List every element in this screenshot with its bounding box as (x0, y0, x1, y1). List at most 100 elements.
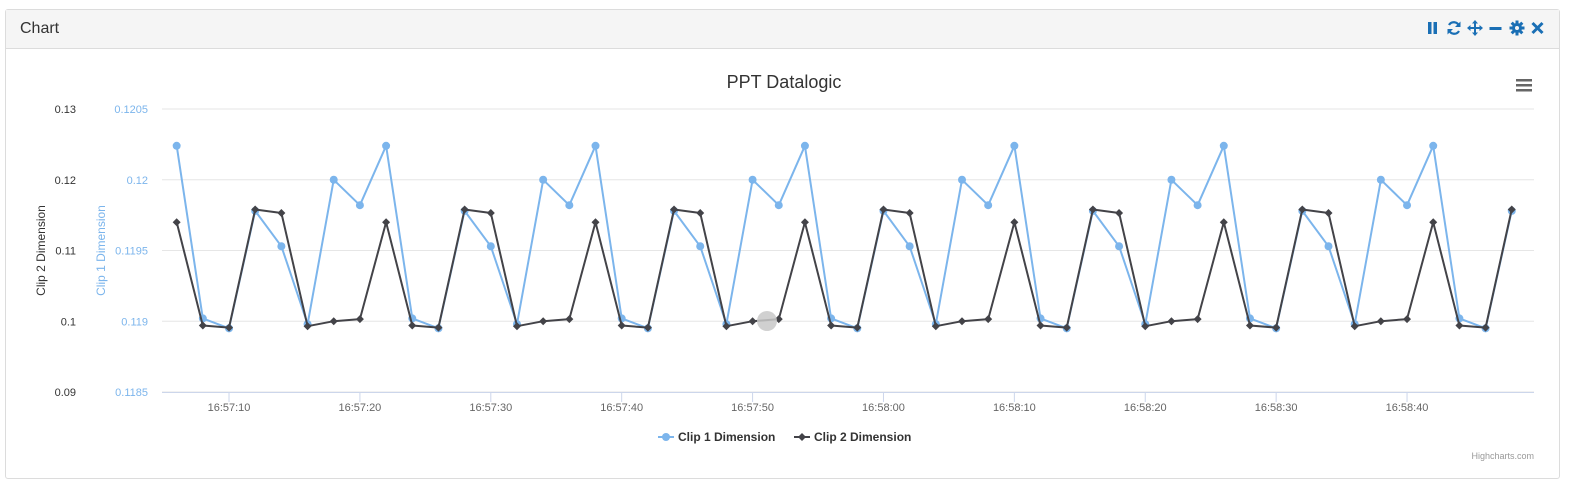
clip-2-dimension-point[interactable] (931, 322, 940, 331)
clip-1-dimension-point[interactable] (984, 201, 993, 210)
clip-2-dimension-point[interactable] (1324, 209, 1333, 218)
clip-1-dimension-point[interactable] (172, 141, 181, 150)
clip-2-dimension-point[interactable] (670, 205, 679, 214)
clip-2-dimension-point[interactable] (1481, 323, 1490, 332)
clip-2-dimension-point[interactable] (1298, 205, 1307, 214)
clip-2-dimension-point[interactable] (1036, 321, 1045, 330)
clip-2-dimension-point[interactable] (1141, 322, 1150, 331)
clip-2-dimension-point[interactable] (827, 321, 836, 330)
clip-2-dimension-point[interactable] (722, 322, 731, 331)
legend-clip-2-dimension-label[interactable]: Clip 2 Dimension (814, 430, 911, 444)
x-axis-tick-label: 16:58:30 (1255, 402, 1298, 414)
clip-2-dimension-point[interactable] (329, 317, 338, 326)
clip-1-dimension-point[interactable] (486, 242, 495, 251)
clip-2-dimension-point[interactable] (277, 209, 286, 218)
clip-2-dimension-point[interactable] (905, 209, 914, 218)
clip-2-dimension-point[interactable] (1088, 205, 1097, 214)
clip-1-dimension-point[interactable] (539, 175, 548, 184)
clip-1-dimension-point[interactable] (565, 201, 574, 210)
clip-2-dimension-point[interactable] (696, 209, 705, 218)
clip-2-dimension-point[interactable] (643, 323, 652, 332)
clip-1-dimension-point[interactable] (1219, 141, 1228, 150)
x-axis-tick-label: 16:57:40 (600, 402, 643, 414)
clip-2-dimension-point[interactable] (1219, 218, 1228, 227)
legend[interactable]: Clip 1 Dimension Clip 2 Dimension (658, 430, 911, 444)
legend-clip-1-dimension-label[interactable]: Clip 1 Dimension (678, 430, 775, 444)
clip-1-dimension-point[interactable] (1429, 141, 1438, 150)
y-axis-left-tick-label: 0.13 (55, 104, 76, 116)
clip-1-dimension-point[interactable] (355, 201, 364, 210)
clip-2-dimension-point[interactable] (853, 323, 862, 332)
clip-2-dimension-point[interactable] (355, 315, 364, 324)
clip-2-dimension-point[interactable] (1193, 315, 1202, 324)
close-icon[interactable] (1530, 20, 1545, 36)
clip-2-dimension-point[interactable] (1403, 315, 1412, 324)
clip-2-dimension-point[interactable] (1245, 321, 1254, 330)
legend-clip-2-dimension-marker[interactable] (798, 433, 806, 441)
gear-icon[interactable] (1509, 20, 1525, 36)
y-axis-right-tick-label: 0.1205 (114, 104, 148, 116)
clip-2-dimension-point[interactable] (1429, 218, 1438, 227)
clip-2-dimension-point[interactable] (434, 323, 443, 332)
clip-2-dimension-point[interactable] (958, 317, 967, 326)
chart-menu-button[interactable] (1516, 79, 1532, 92)
clip-1-dimension-point[interactable] (748, 175, 757, 184)
y-axis-left-tick-label: 0.12 (55, 175, 76, 187)
clip-2-dimension-point[interactable] (1455, 321, 1464, 330)
move-icon[interactable] (1467, 20, 1483, 36)
legend-clip-1-dimension-marker[interactable] (662, 433, 670, 441)
clip-2-dimension-point[interactable] (1167, 317, 1176, 326)
clip-2-dimension-point[interactable] (382, 218, 391, 227)
clip-2-dimension-point[interactable] (460, 205, 469, 214)
clip-1-dimension-point[interactable] (1010, 141, 1019, 150)
clip-2-dimension-point[interactable] (225, 323, 234, 332)
clip-2-dimension-point[interactable] (800, 218, 809, 227)
clip-2-dimension-point[interactable] (1115, 209, 1124, 218)
clip-2-dimension-point[interactable] (591, 218, 600, 227)
clip-2-dimension-point[interactable] (486, 209, 495, 218)
clip-1-dimension-point[interactable] (696, 242, 705, 251)
clip-2-dimension-point[interactable] (1062, 323, 1071, 332)
x-axis-tick-label: 16:57:10 (208, 402, 251, 414)
credits-link[interactable]: Highcharts.com (1471, 451, 1534, 461)
clip-1-dimension-point[interactable] (774, 201, 783, 210)
clip-2-dimension-point[interactable] (408, 321, 417, 330)
clip-2-dimension-point[interactable] (251, 205, 260, 214)
clip-1-dimension-point[interactable] (591, 141, 600, 150)
clip-2-dimension-point[interactable] (748, 317, 757, 326)
clip-2-dimension-point[interactable] (1272, 323, 1281, 332)
y-axis-left-title: Clip 2 Dimension (34, 205, 48, 296)
minimize-icon[interactable] (1488, 20, 1503, 36)
clip-2-dimension-point[interactable] (1010, 218, 1019, 227)
clip-1-dimension-point[interactable] (1403, 201, 1412, 210)
clip-2-dimension-point[interactable] (1376, 317, 1385, 326)
clip-1-dimension-point[interactable] (329, 175, 338, 184)
clip-1-dimension-point[interactable] (1193, 201, 1202, 210)
clip-2-dimension-point[interactable] (617, 321, 626, 330)
x-axis-tick-label: 16:58:00 (862, 402, 905, 414)
clip-2-dimension-point[interactable] (879, 205, 888, 214)
clip-2-dimension-point[interactable] (512, 322, 521, 331)
refresh-icon[interactable] (1446, 20, 1461, 36)
clip-1-dimension-point[interactable] (1376, 175, 1385, 184)
clip-1-dimension-point[interactable] (800, 141, 809, 150)
x-axis-tick-label: 16:58:40 (1386, 402, 1429, 414)
clip-1-dimension-point[interactable] (958, 175, 967, 184)
clip-2-dimension-point[interactable] (1350, 322, 1359, 331)
clip-2-dimension-point[interactable] (198, 321, 207, 330)
clip-1-dimension-point[interactable] (277, 242, 286, 251)
clip-1-dimension-point[interactable] (1167, 175, 1176, 184)
clip-1-dimension-point[interactable] (382, 141, 391, 150)
clip-2-dimension-point[interactable] (303, 322, 312, 331)
y-axis-right-tick-label: 0.1195 (115, 246, 148, 258)
clip-1-dimension-point[interactable] (905, 242, 914, 251)
clip-2-dimension-point[interactable] (984, 315, 993, 324)
clip-1-dimension-point[interactable] (1324, 242, 1333, 251)
clip-1-dimension-point[interactable] (1115, 242, 1124, 251)
clip-2-dimension-point[interactable] (539, 317, 548, 326)
clip-2-dimension-point[interactable] (565, 315, 574, 324)
clip-2-dimension-point[interactable] (172, 218, 181, 227)
pause-icon[interactable] (1425, 20, 1440, 36)
clip-2-dimension-point[interactable] (1507, 205, 1516, 214)
